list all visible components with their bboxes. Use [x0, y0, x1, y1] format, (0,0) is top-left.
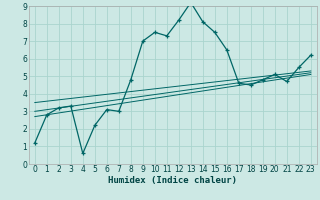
X-axis label: Humidex (Indice chaleur): Humidex (Indice chaleur) [108, 176, 237, 185]
